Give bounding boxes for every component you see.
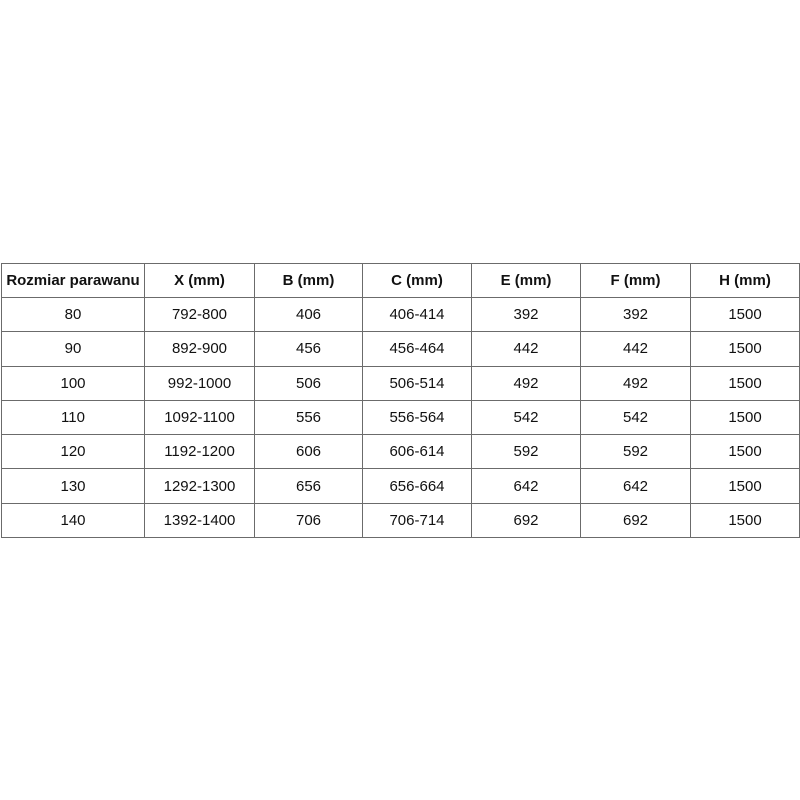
column-header: F (mm) bbox=[580, 263, 691, 298]
table-cell: 1500 bbox=[690, 434, 800, 470]
table-cell: 592 bbox=[580, 434, 691, 470]
table-cell: 706-714 bbox=[362, 502, 472, 539]
table-row: 90 892-900 456 456-464 442 442 1500 bbox=[1, 331, 800, 367]
table-cell: 120 bbox=[1, 434, 145, 470]
table-cell: 1500 bbox=[690, 502, 800, 539]
table-cell: 592 bbox=[471, 434, 581, 470]
column-header: C (mm) bbox=[362, 263, 472, 298]
table-cell: 542 bbox=[471, 399, 581, 436]
table-row: 110 1092-1100 556 556-564 542 542 1500 bbox=[1, 399, 800, 436]
table-cell: 1500 bbox=[690, 331, 800, 367]
table-cell: 606 bbox=[254, 434, 363, 470]
table-cell: 1500 bbox=[690, 296, 800, 333]
table-cell: 692 bbox=[471, 502, 581, 539]
table-cell: 792-800 bbox=[144, 296, 255, 333]
table-cell: 406 bbox=[254, 296, 363, 333]
table-cell: 442 bbox=[580, 331, 691, 367]
table-cell: 110 bbox=[1, 399, 145, 436]
table-cell: 100 bbox=[1, 365, 145, 401]
table-cell: 656-664 bbox=[362, 468, 472, 504]
table-cell: 556 bbox=[254, 399, 363, 436]
table-cell: 506 bbox=[254, 365, 363, 401]
table-row: 120 1192-1200 606 606-614 592 592 1500 bbox=[1, 434, 800, 470]
table-cell: 392 bbox=[471, 296, 581, 333]
table-cell: 656 bbox=[254, 468, 363, 504]
table-cell: 1500 bbox=[690, 365, 800, 401]
table-cell: 140 bbox=[1, 502, 145, 539]
table-cell: 606-614 bbox=[362, 434, 472, 470]
column-header: E (mm) bbox=[471, 263, 581, 298]
table-cell: 406-414 bbox=[362, 296, 472, 333]
table-row: 100 992-1000 506 506-514 492 492 1500 bbox=[1, 365, 800, 401]
table-cell: 442 bbox=[471, 331, 581, 367]
table-cell: 692 bbox=[580, 502, 691, 539]
table-cell: 1392-1400 bbox=[144, 502, 255, 539]
table-cell: 642 bbox=[471, 468, 581, 504]
table-cell: 90 bbox=[1, 331, 145, 367]
column-header: X (mm) bbox=[144, 263, 255, 298]
column-header: Rozmiar parawanu bbox=[1, 263, 145, 298]
table-cell: 1192-1200 bbox=[144, 434, 255, 470]
column-header: B (mm) bbox=[254, 263, 363, 298]
column-header: H (mm) bbox=[690, 263, 800, 298]
table-cell: 456 bbox=[254, 331, 363, 367]
table-cell: 506-514 bbox=[362, 365, 472, 401]
table-row: 80 792-800 406 406-414 392 392 1500 bbox=[1, 296, 800, 333]
dimensions-table: Rozmiar parawanu X (mm) B (mm) C (mm) E (mm)… bbox=[1, 263, 800, 539]
table-cell: 706 bbox=[254, 502, 363, 539]
table-cell: 1092-1100 bbox=[144, 399, 255, 436]
header-row: Rozmiar parawanu X (mm) B (mm) C (mm) E (mm)… bbox=[1, 263, 800, 298]
table-cell: 542 bbox=[580, 399, 691, 436]
table-cell: 1500 bbox=[690, 468, 800, 504]
table-cell: 892-900 bbox=[144, 331, 255, 367]
table-cell: 992-1000 bbox=[144, 365, 255, 401]
table-cell: 130 bbox=[1, 468, 145, 504]
table-cell: 392 bbox=[580, 296, 691, 333]
table-cell: 556-564 bbox=[362, 399, 472, 436]
table-cell: 492 bbox=[471, 365, 581, 401]
table-row: 140 1392-1400 706 706-714 692 692 1500 bbox=[1, 502, 800, 539]
table-cell: 80 bbox=[1, 296, 145, 333]
table-cell: 456-464 bbox=[362, 331, 472, 367]
table-cell: 1500 bbox=[690, 399, 800, 436]
table-cell: 642 bbox=[580, 468, 691, 504]
table-row: 130 1292-1300 656 656-664 642 642 1500 bbox=[1, 468, 800, 504]
table-cell: 492 bbox=[580, 365, 691, 401]
table-cell: 1292-1300 bbox=[144, 468, 255, 504]
